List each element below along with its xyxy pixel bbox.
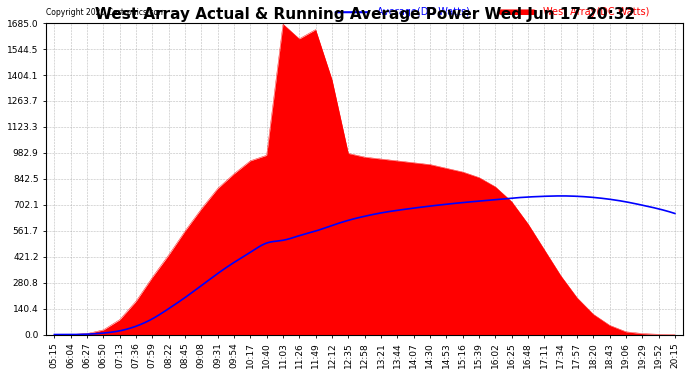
Title: West Array Actual & Running Average Power Wed Jun 17 20:32: West Array Actual & Running Average Powe… <box>95 7 635 22</box>
Text: Copyright 2020 Cartronics.com: Copyright 2020 Cartronics.com <box>46 8 166 17</box>
Text: Average(DC Watts): Average(DC Watts) <box>377 7 471 17</box>
Text: West Array(DC Watts): West Array(DC Watts) <box>543 7 649 17</box>
